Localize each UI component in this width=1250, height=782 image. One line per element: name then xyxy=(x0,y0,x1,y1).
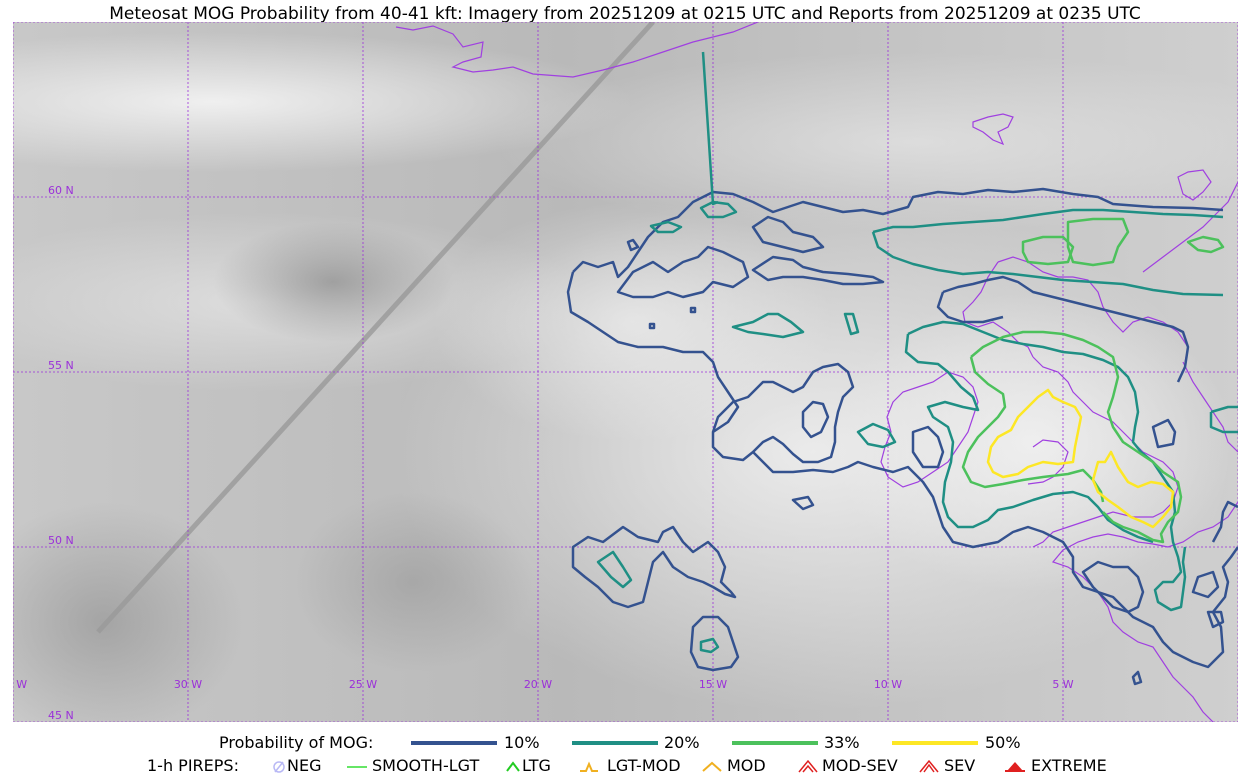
pirep-lgt-mod-label: LGT-MOD xyxy=(607,756,681,775)
gb-coast xyxy=(1032,356,1179,548)
contour-50pct xyxy=(986,388,1175,529)
pirep-smooth-lgt-label: SMOOTH-LGT xyxy=(372,756,480,775)
legend-10pct-label: 10% xyxy=(504,733,540,752)
lgt-mod-icon xyxy=(580,761,598,772)
cloud-band xyxy=(493,52,1238,232)
legend-33pct-label: 33% xyxy=(824,733,860,752)
lon-label-25w: 25 W xyxy=(349,678,377,691)
wales-coast xyxy=(1027,439,1069,485)
lon-label-15w: 15 W xyxy=(699,678,727,691)
latitude-labels: 60 N 55 N 50 N 45 N xyxy=(48,184,74,722)
ireland-coast xyxy=(880,371,979,488)
swatch-33pct xyxy=(732,741,818,745)
swatch-50pct xyxy=(892,741,978,745)
smooth-lgt-icon xyxy=(347,766,367,768)
pirep-mod-sev-label: MOD-SEV xyxy=(822,756,898,775)
norway-coast xyxy=(1142,181,1238,273)
ltg-icon xyxy=(506,761,520,772)
pirep-ltg-label: LTG xyxy=(522,756,551,775)
faroe-coast xyxy=(972,113,1014,146)
pirep-mod-label: MOD xyxy=(727,756,766,775)
swatch-20pct xyxy=(572,741,658,745)
chart-title: Meteosat MOG Probability from 40-41 kft:… xyxy=(109,4,1141,24)
pireps-legend-label: 1-h PIREPS: xyxy=(147,756,239,775)
pirep-sev-label: SEV xyxy=(944,756,976,775)
dark-vortex xyxy=(213,222,453,342)
satellite-track-line xyxy=(96,22,655,634)
contour-10pct xyxy=(566,187,1238,686)
greenland-coast xyxy=(395,22,759,78)
swatch-10pct xyxy=(411,741,497,745)
lat-label-50: 50 N xyxy=(48,534,74,547)
contour-33pct xyxy=(961,217,1225,544)
shetland-coast xyxy=(1177,169,1212,201)
pirep-neg-label: NEG xyxy=(287,756,322,775)
cloud-mass xyxy=(433,202,833,442)
france-coast xyxy=(1051,501,1238,722)
lat-label-55: 55 N xyxy=(48,359,74,372)
dark-region xyxy=(13,502,243,722)
probability-legend: Probability of MOG: 10% 20% 33% 50% xyxy=(0,732,1250,754)
extreme-icon xyxy=(1005,762,1025,772)
cloud-band xyxy=(13,32,633,172)
legend-50pct-label: 50% xyxy=(985,733,1021,752)
dark-region xyxy=(293,492,533,672)
lon-label-10w: 10 W xyxy=(874,678,902,691)
longitude-labels: 35 W 30 W 25 W 20 W 15 W 10 W 5 W xyxy=(13,678,1074,691)
lat-label-45: 45 N xyxy=(48,709,74,722)
neg-icon xyxy=(273,761,285,773)
legend-20pct-label: 20% xyxy=(664,733,700,752)
pirep-extreme-label: EXTREME xyxy=(1031,756,1107,775)
mod-icon xyxy=(702,761,722,772)
lat-label-60: 60 N xyxy=(48,184,74,197)
pireps-legend: 1-h PIREPS: NEG SMOOTH-LGT LTG LGT-MOD M… xyxy=(0,755,1250,777)
satellite-map: 60 N 55 N 50 N 45 N 35 W 30 W 25 W 20 W … xyxy=(13,22,1238,722)
lon-label-30w: 30 W xyxy=(174,678,202,691)
sev-icon xyxy=(919,759,939,773)
lon-label-20w: 20 W xyxy=(524,678,552,691)
grid-lines xyxy=(13,22,1238,722)
mod-sev-icon xyxy=(798,759,818,773)
lon-label-5w: 5 W xyxy=(1052,678,1073,691)
lon-label-35w: 35 W xyxy=(13,678,27,691)
probability-legend-label: Probability of MOG: xyxy=(219,733,374,752)
